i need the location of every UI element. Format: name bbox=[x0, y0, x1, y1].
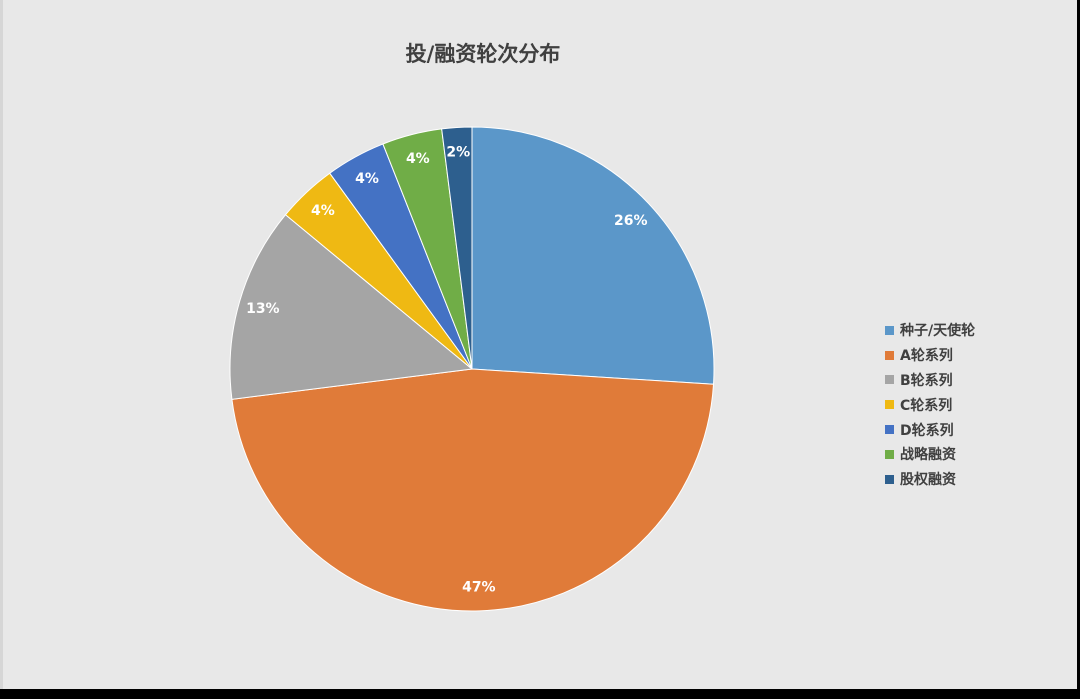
legend-swatch bbox=[885, 375, 894, 385]
data-label: 47% bbox=[462, 580, 496, 596]
legend-label: 种子/天使轮 bbox=[900, 323, 976, 340]
pie-slice-0 bbox=[471, 126, 715, 385]
legend-label: B轮系列 bbox=[900, 372, 953, 389]
legend-label: A轮系列 bbox=[900, 348, 953, 365]
pie-slice-1 bbox=[231, 368, 715, 612]
legend-item: C轮系列 bbox=[885, 392, 975, 417]
legend-swatch bbox=[885, 350, 894, 360]
legend-swatch bbox=[885, 325, 894, 335]
data-label: 4% bbox=[355, 171, 379, 187]
data-label: 4% bbox=[311, 203, 335, 219]
legend-item: 股权融资 bbox=[885, 467, 975, 492]
pie-chart: 26% 47% 13% 4% 4% 4% 2% bbox=[229, 126, 715, 612]
legend-item: 种子/天使轮 bbox=[885, 318, 975, 343]
legend-label: D轮系列 bbox=[900, 422, 954, 439]
legend-swatch bbox=[885, 400, 894, 410]
legend-item: 战略融资 bbox=[885, 442, 975, 467]
legend-item: D轮系列 bbox=[885, 417, 975, 442]
data-label: 2% bbox=[446, 145, 470, 161]
legend-swatch bbox=[885, 449, 894, 459]
data-label: 26% bbox=[614, 213, 648, 229]
legend-swatch bbox=[885, 474, 894, 484]
chart-title: 投/融资轮次分布 bbox=[405, 42, 561, 66]
legend-item: A轮系列 bbox=[885, 343, 975, 368]
pie-slice-6 bbox=[441, 126, 473, 370]
legend-item: B轮系列 bbox=[885, 368, 975, 393]
data-label: 4% bbox=[406, 151, 430, 167]
pie-slice-2 bbox=[229, 214, 474, 400]
legend-label: 战略融资 bbox=[900, 447, 956, 464]
legend-swatch bbox=[885, 425, 894, 435]
legend: 种子/天使轮 A轮系列 B轮系列 C轮系列 D轮系列战略融资股权融资 bbox=[885, 318, 975, 492]
legend-label: C轮系列 bbox=[900, 397, 953, 414]
legend-label: 股权融资 bbox=[900, 472, 956, 489]
data-label: 13% bbox=[246, 301, 280, 317]
